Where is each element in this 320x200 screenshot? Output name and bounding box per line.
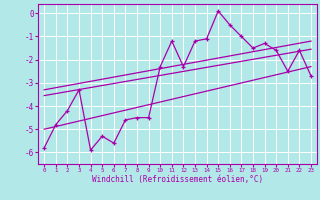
X-axis label: Windchill (Refroidissement éolien,°C): Windchill (Refroidissement éolien,°C) — [92, 175, 263, 184]
